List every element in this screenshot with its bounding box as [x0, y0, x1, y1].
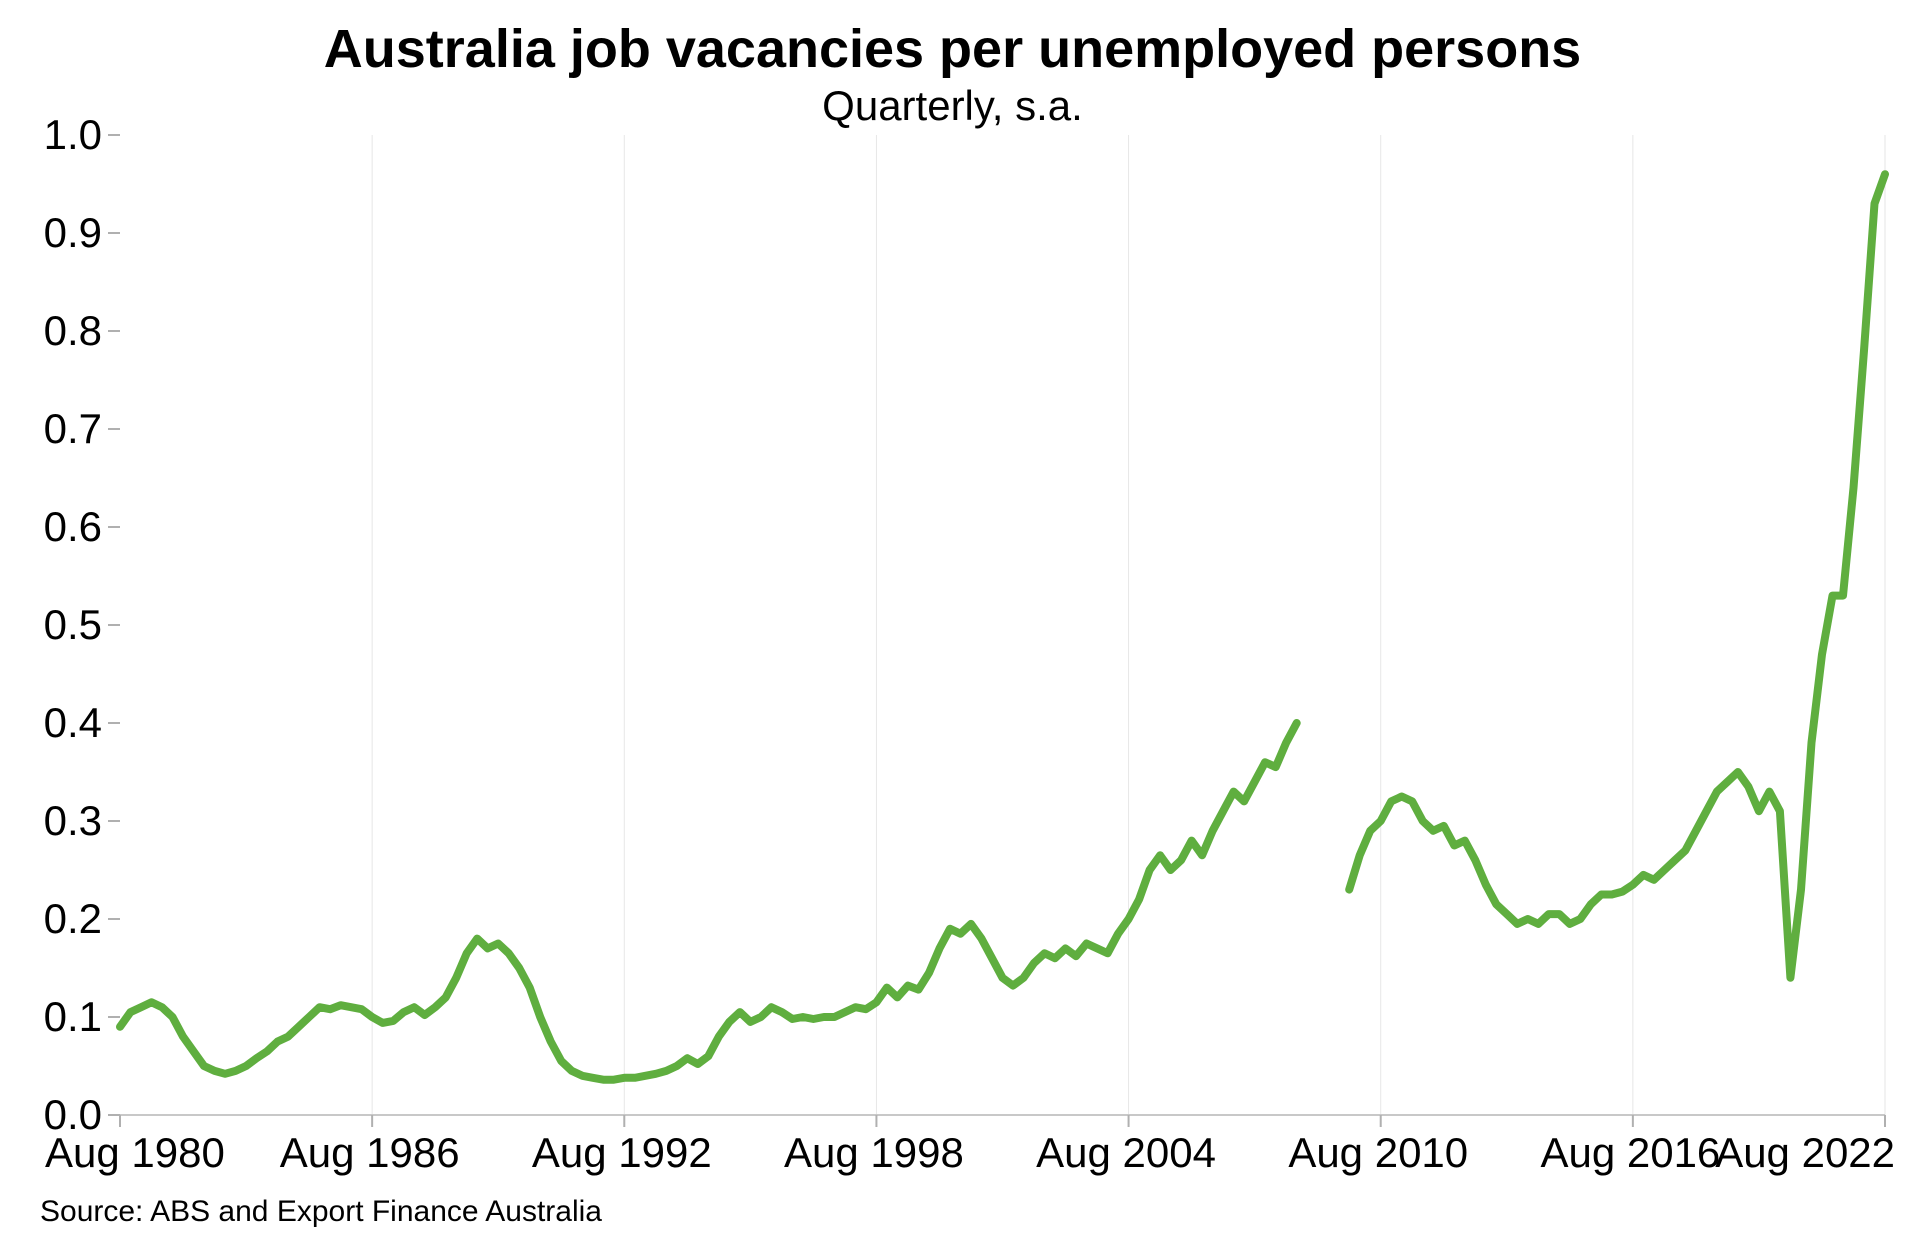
x-tick-label: Aug 1980 — [45, 1129, 225, 1177]
line-series — [1349, 174, 1885, 978]
x-tick-label: Aug 2022 — [1715, 1129, 1895, 1177]
y-tick-label: 0.6 — [44, 503, 102, 551]
x-tick-label: Aug 2004 — [1036, 1129, 1216, 1177]
y-tick-label: 0.5 — [44, 601, 102, 649]
y-tick-label: 0.4 — [44, 699, 102, 747]
x-tick-label: Aug 1986 — [280, 1129, 460, 1177]
x-tick-label: Aug 1992 — [532, 1129, 712, 1177]
y-tick-label: 0.2 — [44, 895, 102, 943]
y-tick-label: 1.0 — [44, 111, 102, 159]
y-tick-label: 0.9 — [44, 209, 102, 257]
y-tick-label: 0.8 — [44, 307, 102, 355]
line-series — [120, 723, 1297, 1080]
y-tick-label: 0.1 — [44, 993, 102, 1041]
x-tick-label: Aug 2016 — [1540, 1129, 1720, 1177]
chart-svg — [0, 0, 1905, 1246]
y-tick-label: 0.3 — [44, 797, 102, 845]
chart-source: Source: ABS and Export Finance Australia — [40, 1195, 602, 1229]
x-tick-label: Aug 2010 — [1288, 1129, 1468, 1177]
x-tick-label: Aug 1998 — [784, 1129, 964, 1177]
y-tick-label: 0.7 — [44, 405, 102, 453]
chart-container: Australia job vacancies per unemployed p… — [0, 0, 1905, 1246]
